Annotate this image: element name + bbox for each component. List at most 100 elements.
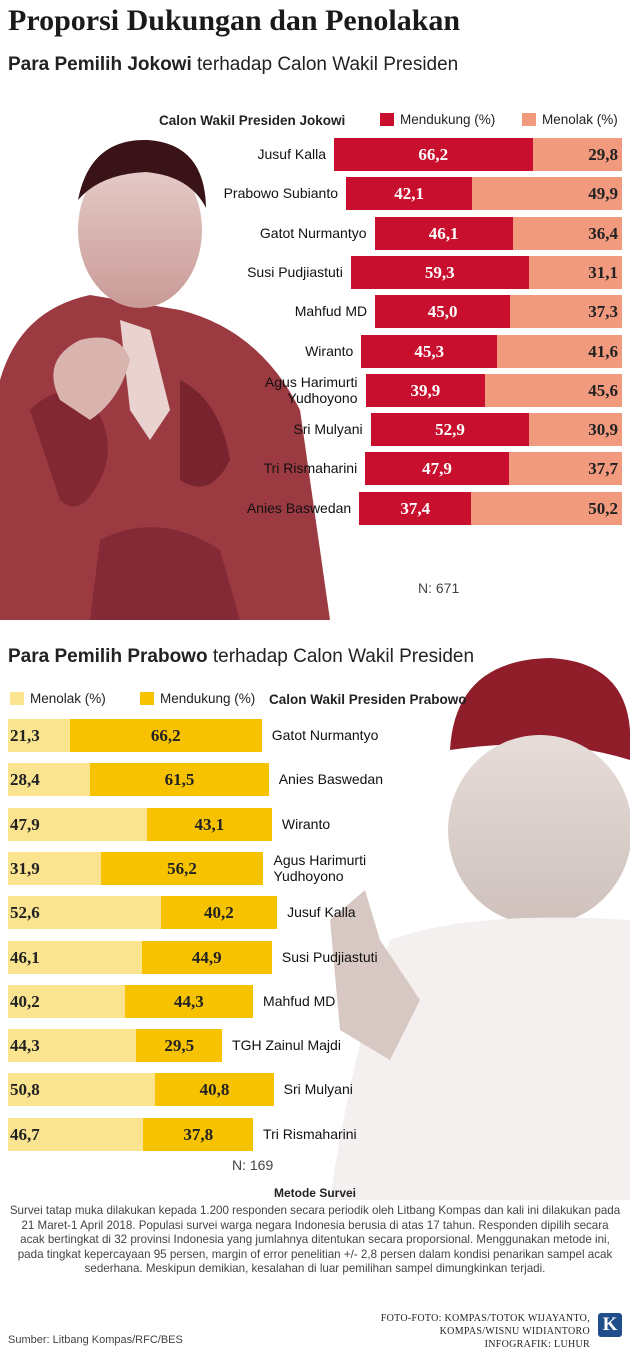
prabowo-bar-reject: 52,6 xyxy=(8,896,161,930)
chart1-legend-reject-label: Menolak (%) xyxy=(542,112,618,127)
prabowo-bar-support: 37,8 xyxy=(143,1117,254,1151)
jokowi-label-reject: 41,6 xyxy=(588,341,618,361)
jokowi-bar-support: 42,1 xyxy=(346,177,473,211)
prabowo-label-support: 29,5 xyxy=(164,1036,195,1056)
prabowo-bar-reject: 40,2 xyxy=(8,984,125,1018)
jokowi-bar-support: 39,9 xyxy=(365,373,486,407)
chart2-legend-reject-swatch xyxy=(10,692,24,705)
chart2-legend-support: Mendukung (%) xyxy=(140,691,255,706)
chart2-legend-reject-label: Menolak (%) xyxy=(30,691,106,706)
jokowi-bar-reject: 30,9 xyxy=(529,413,622,447)
prabowo-label-reject: 46,1 xyxy=(10,947,40,967)
prabowo-label-support: 40,8 xyxy=(199,1080,230,1100)
chart2-subtitle: Para Pemilih Prabowo terhadap Calon Waki… xyxy=(8,646,474,668)
jokowi-bar-reject: 31,1 xyxy=(528,255,622,289)
jokowi-label-support: 47,9 xyxy=(422,459,452,479)
chart1-subtitle: Para Pemilih Jokowi terhadap Calon Wakil… xyxy=(8,54,458,76)
jokowi-label-reject: 45,6 xyxy=(588,380,618,400)
prabowo-category-label: Anies Baswedan xyxy=(278,771,383,788)
jokowi-category-label: Mahfud MD xyxy=(294,303,368,320)
jokowi-bar-reject: 45,6 xyxy=(485,373,622,407)
chart2-subtitle-bold: Para Pemilih Prabowo xyxy=(8,646,208,667)
prabowo-label-support: 61,5 xyxy=(164,770,195,790)
chart1-legend-support: Mendukung (%) xyxy=(380,112,495,127)
jokowi-label-reject: 36,4 xyxy=(588,223,618,243)
jokowi-bar-reject: 36,4 xyxy=(512,216,622,250)
prabowo-label-reject: 52,6 xyxy=(10,903,40,923)
jokowi-bar-support: 45,0 xyxy=(375,295,511,329)
jokowi-label-support: 45,0 xyxy=(427,302,458,322)
jokowi-label-reject: 37,3 xyxy=(588,302,618,322)
jokowi-label-support: 45,3 xyxy=(414,341,445,361)
prabowo-label-support: 66,2 xyxy=(150,726,181,745)
prabowo-bar-reject: 31,9 xyxy=(8,851,101,885)
method-title: Metode Survei xyxy=(273,1186,357,1200)
prabowo-category-label: Jusuf Kalla xyxy=(287,904,356,921)
chart2-legend-support-label: Mendukung (%) xyxy=(160,691,256,706)
prabowo-label-reject: 44,3 xyxy=(10,1036,40,1056)
jokowi-category-label: Anies Baswedan xyxy=(246,499,352,516)
source: Sumber: Litbang Kompas/RFC/BES xyxy=(8,1334,183,1346)
jokowi-bar-support: 37,4 xyxy=(359,491,472,525)
prabowo-category-label: Gatot Nurmantyo xyxy=(271,727,379,743)
jokowi-bar-support: 45,3 xyxy=(361,334,498,368)
kompas-logo: K xyxy=(598,1313,622,1337)
chart1-n-label: N: 671 xyxy=(418,580,460,596)
prabowo-label-reject: 31,9 xyxy=(10,858,40,878)
jokowi-photo xyxy=(0,139,330,620)
prabowo-bar-reject: 47,9 xyxy=(8,807,147,841)
prabowo-bar-reject: 50,8 xyxy=(8,1073,156,1107)
prabowo-label-reject: 40,2 xyxy=(10,991,40,1011)
chart1-legend-reject-swatch xyxy=(522,113,536,126)
jokowi-bar-reject: 50,2 xyxy=(471,491,622,525)
jokowi-label-reject: 37,7 xyxy=(588,459,618,479)
prabowo-label-support: 43,1 xyxy=(194,814,225,834)
prabowo-category-label: Wiranto xyxy=(281,815,331,832)
prabowo-bar-reject: 21,3 xyxy=(8,719,70,752)
prabowo-bar-support: 56,2 xyxy=(100,851,264,885)
prabowo-bar-support: 44,9 xyxy=(141,940,272,974)
credit-line-2: KOMPAS/WISNU WIDIANTORO xyxy=(439,1326,590,1337)
prabowo-label-support: 44,9 xyxy=(191,947,222,967)
jokowi-label-support: 42,1 xyxy=(394,184,425,204)
chart2-n-label: N: 169 xyxy=(232,1157,274,1173)
jokowi-category-label: Susi Pudjiastuti xyxy=(247,263,343,280)
prabowo-photo xyxy=(330,658,630,1200)
jokowi-category-label: Tri Rismaharini xyxy=(263,460,358,477)
prabowo-bar-support: 40,8 xyxy=(155,1073,274,1107)
jokowi-bar-support: 59,3 xyxy=(350,255,529,289)
prabowo-bar-reject: 46,7 xyxy=(8,1117,144,1151)
prabowo-category-label: TGH Zainul Majdi xyxy=(232,1037,341,1054)
jokowi-label-support: 59,3 xyxy=(424,262,455,282)
jokowi-category-label: Gatot Nurmantyo xyxy=(259,224,367,241)
jokowi-label-reject: 31,1 xyxy=(588,262,618,282)
prabowo-bar-support: 61,5 xyxy=(90,763,269,797)
prabowo-bar-support: 40,2 xyxy=(160,896,278,930)
prabowo-bar-reject: 44,3 xyxy=(8,1029,137,1063)
jokowi-label-reject: 49,9 xyxy=(588,184,618,204)
chart2-legend-support-swatch xyxy=(140,692,154,705)
prabowo-bar-support: 29,5 xyxy=(136,1029,223,1063)
photo-credits: FOTO-FOTO: KOMPAS/TOTOK WIJAYANTO, KOMPA… xyxy=(381,1312,590,1351)
credit-line-1: FOTO-FOTO: KOMPAS/TOTOK WIJAYANTO, xyxy=(380,1313,590,1324)
prabowo-label-reject: 47,9 xyxy=(10,814,40,834)
prabowo-label-reject: 28,4 xyxy=(10,770,40,790)
jokowi-label-reject: 30,9 xyxy=(588,420,618,440)
prabowo-label-support: 44,3 xyxy=(173,991,204,1011)
prabowo-label-support: 40,2 xyxy=(203,903,234,923)
chart1-subtitle-rest: terhadap Calon Wakil Presiden xyxy=(191,54,459,75)
prabowo-bar-support: 43,1 xyxy=(146,807,272,841)
jokowi-label-reject: 50,2 xyxy=(588,498,618,518)
prabowo-bar-support: 44,3 xyxy=(124,984,254,1018)
chart1-legend-support-swatch xyxy=(380,113,394,126)
jokowi-bar-reject: 37,7 xyxy=(508,452,622,486)
chart1-subtitle-bold: Para Pemilih Jokowi xyxy=(8,54,192,75)
credit-line-3: INFOGRAFIK: LUHUR xyxy=(484,1339,590,1350)
prabowo-label-reject: 50,8 xyxy=(10,1080,40,1100)
page-title: Proporsi Dukungan dan Penolakan xyxy=(8,4,461,37)
jokowi-category-label: Sri Mulyani xyxy=(293,421,363,438)
jokowi-category-label: Agus Harimurti Yudhoyono xyxy=(264,373,358,406)
prabowo-category-label: Mahfud MD xyxy=(263,992,336,1009)
method-text: Survei tatap muka dilakukan kepada 1.200… xyxy=(9,1204,621,1276)
prabowo-label-support: 56,2 xyxy=(167,858,197,878)
